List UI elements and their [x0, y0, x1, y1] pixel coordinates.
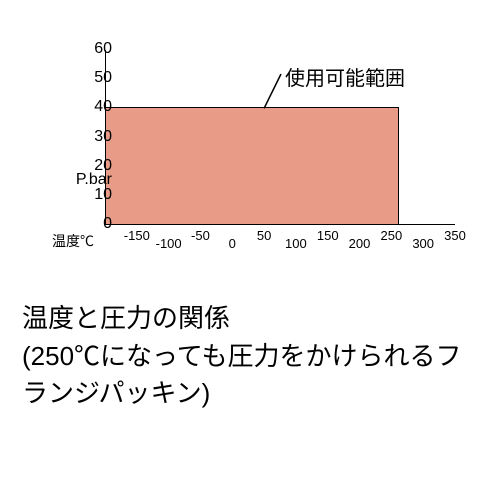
x-tick-label: -150 [124, 228, 150, 243]
chart-container: 使用可能範囲 温度℃ 0102030405060P.bar-150-100-50… [30, 40, 470, 270]
y-tick-label: 50 [72, 69, 112, 87]
x-tick-label: 200 [349, 236, 371, 251]
caption: 温度と圧力の関係 (250℃になっても圧力をかけられるフランジパッキン) [22, 300, 482, 413]
x-tick-label: 300 [412, 236, 434, 251]
x-tick-label: 0 [229, 236, 236, 251]
x-tick-label: -50 [191, 228, 210, 243]
y-tick-label: 40 [72, 98, 112, 116]
y-axis-label: P.bar [62, 171, 112, 189]
y-tick-label: 30 [72, 128, 112, 146]
x-tick-label: 50 [257, 228, 271, 243]
legend-label: 使用可能範囲 [285, 62, 405, 91]
caption-line2: (250℃になっても圧力をかけられるフランジパッキン) [22, 338, 482, 413]
y-tick-label: 0 [72, 215, 112, 233]
x-tick-label: 350 [444, 228, 466, 243]
usable-region [106, 107, 399, 224]
y-tick-label: 60 [72, 40, 112, 58]
x-tick-label: -100 [156, 236, 182, 251]
caption-line1: 温度と圧力の関係 [22, 300, 482, 338]
x-tick-label: 250 [381, 228, 403, 243]
x-tick-label: 150 [317, 228, 339, 243]
x-tick-label: 100 [285, 236, 307, 251]
x-axis-label: 温度℃ [52, 231, 94, 251]
